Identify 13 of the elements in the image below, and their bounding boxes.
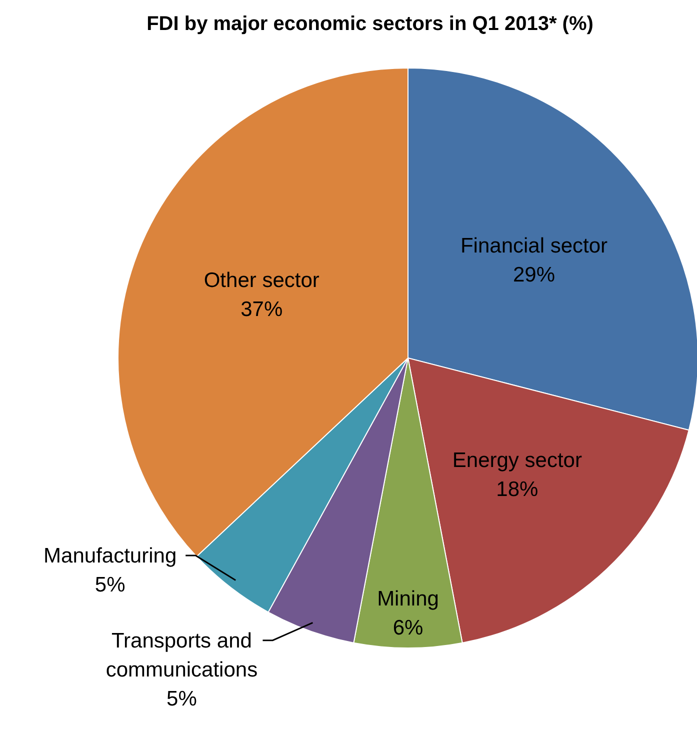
data-label: 5%	[166, 687, 197, 710]
chart-title: FDI by major economic sectors in Q1 2013* (%)	[146, 13, 594, 35]
data-label: 5%	[94, 574, 126, 597]
data-label: 18%	[496, 478, 538, 501]
slice-label: Mining	[377, 588, 439, 611]
data-label: 29%	[513, 264, 556, 287]
slice-label: Other sector	[204, 269, 320, 292]
slice-label: Energy sector	[452, 448, 582, 472]
data-label: 37%	[240, 298, 283, 322]
slice-label: Financial sector	[460, 234, 608, 258]
slice-label: Transports and communications	[106, 629, 258, 682]
slice-label: Manufacturing	[44, 544, 177, 568]
data-label: 6%	[392, 616, 424, 640]
